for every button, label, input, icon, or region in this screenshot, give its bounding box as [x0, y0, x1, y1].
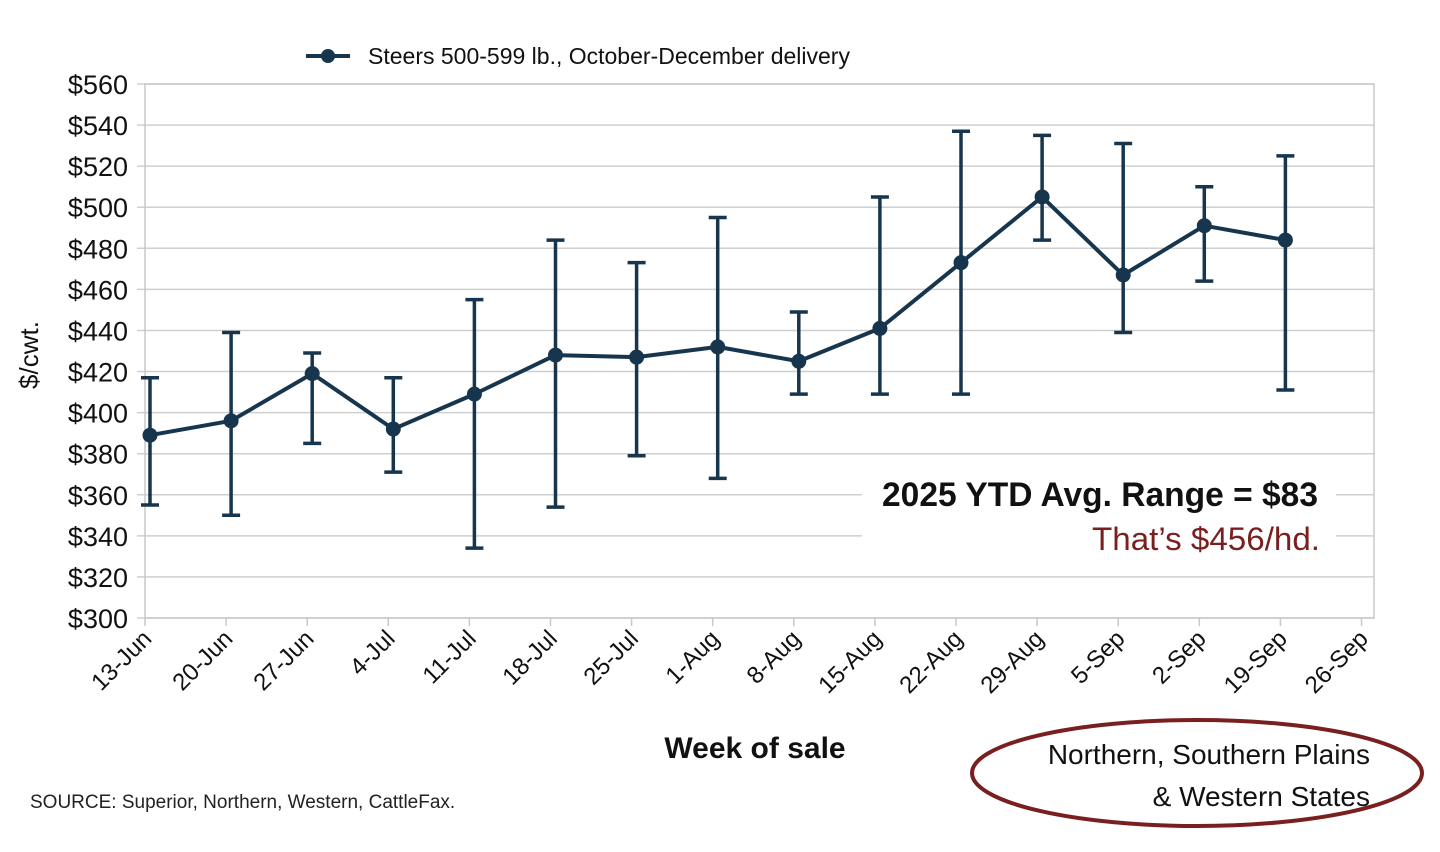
data-point [791, 353, 807, 369]
legend-label: Steers 500-599 lb., October-December del… [368, 43, 850, 69]
data-point [548, 347, 563, 363]
x-tick-label: 29-Aug [976, 625, 1050, 699]
x-tick-label: 4-Jul [345, 625, 401, 681]
x-tick-label: 22-Aug [894, 625, 968, 699]
legend: Steers 500-599 lb., October-December del… [306, 43, 850, 69]
x-tick-label: 19-Sep [1219, 625, 1293, 699]
region-outline [970, 718, 1424, 828]
x-tick-label: 20-Jun [167, 625, 238, 696]
x-tick-label: 11-Jul [418, 625, 482, 689]
y-tick-label: $500 [68, 193, 128, 223]
x-axis-label: Week of sale [664, 732, 845, 765]
y-tick-label: $380 [68, 440, 128, 470]
x-tick-label: 5-Sep [1066, 625, 1130, 689]
subline-annotation: That’s $456/hd. [1092, 521, 1320, 557]
x-tick-label: 13-Jun [86, 625, 157, 696]
y-tick-label: $400 [68, 399, 128, 429]
y-tick-label: $540 [68, 111, 128, 141]
data-point [385, 421, 401, 437]
x-axis: 13-Jun 20-Jun 27-Jun 4-Jul 11-Jul 18-Jul 25-Ju… [86, 618, 1374, 699]
data-point [466, 386, 482, 402]
source-note: SOURCE: Superior, Northern, Western, Cat… [30, 792, 455, 813]
y-tick-label: $480 [68, 234, 128, 264]
legend-marker [321, 49, 335, 63]
y-tick-label: $460 [68, 275, 128, 305]
x-tick-label: 25-Jul [579, 625, 644, 690]
data-point [1277, 232, 1293, 248]
series-steers [141, 129, 1295, 550]
x-tick-label: 27-Jun [248, 625, 319, 696]
y-tick-label: $520 [68, 152, 128, 182]
data-point [1115, 267, 1131, 283]
region-label-line1: Northern, Southern Plains [1048, 739, 1370, 770]
x-tick-label: 18-Jul [497, 625, 562, 690]
data-point [629, 349, 645, 365]
x-tick-label: 15-Aug [813, 625, 887, 699]
y-tick-label: $560 [68, 70, 128, 100]
x-tick-label: 26-Sep [1300, 625, 1374, 699]
y-tick-label: $360 [68, 481, 128, 511]
data-point [142, 427, 158, 443]
y-tick-label: $300 [68, 604, 128, 634]
region-label-line2: & Western States [1153, 781, 1370, 812]
data-point [304, 366, 320, 382]
headline-annotation: 2025 YTD Avg. Range = $83 [882, 476, 1318, 514]
y-axis: $300 $320 $340 $360 $380 $400 $420 $440 $460 $480… [68, 70, 128, 634]
y-tick-label: $320 [68, 563, 128, 593]
data-point [1196, 218, 1212, 234]
data-point [1034, 189, 1050, 205]
data-point [223, 413, 239, 429]
data-point [710, 339, 726, 355]
x-tick-label: 8-Aug [742, 625, 806, 689]
annotation-background [862, 470, 1336, 550]
y-axis-label: $/cwt. [14, 321, 44, 389]
y-tick-label: $440 [68, 316, 128, 346]
y-tick-label: $340 [68, 522, 128, 552]
data-point [953, 255, 969, 271]
x-tick-label: 2-Sep [1147, 625, 1211, 689]
x-tick-label: 1-Aug [661, 625, 725, 689]
data-point [872, 320, 888, 336]
plot-frame [144, 83, 1375, 619]
y-tick-label: $420 [68, 358, 128, 388]
